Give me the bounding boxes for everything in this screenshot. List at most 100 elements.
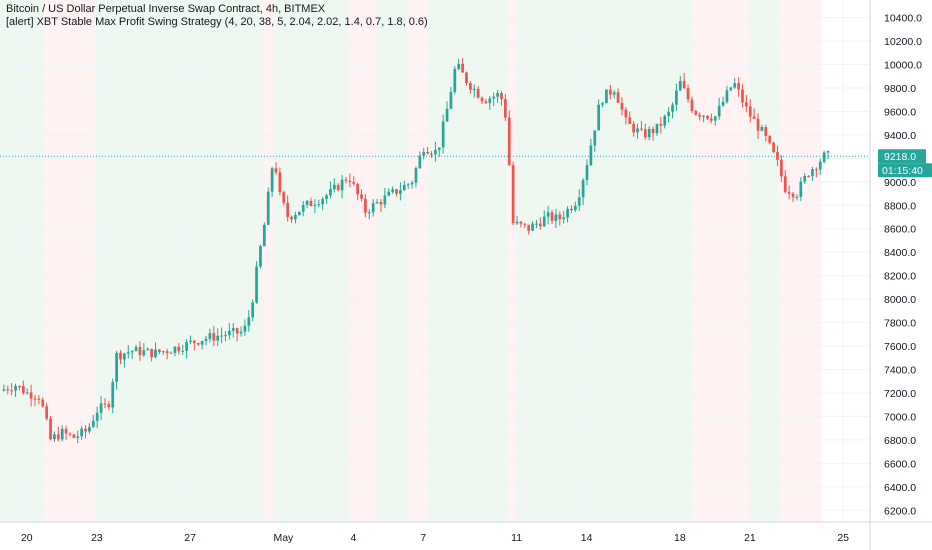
regime-band-short: [44, 0, 95, 522]
x-tick-label: 25: [837, 532, 849, 544]
x-tick-label: 18: [674, 532, 686, 544]
candle-up: [204, 338, 208, 341]
candle-up: [667, 111, 670, 117]
candle-down: [84, 428, 87, 432]
candle-down: [6, 389, 10, 391]
candle-down: [49, 418, 52, 440]
candle-up: [262, 224, 266, 247]
candle-up: [270, 168, 274, 192]
x-tick-label: 23: [91, 532, 103, 544]
candle-down: [624, 109, 628, 118]
candle-up: [321, 198, 325, 205]
candle-up: [266, 191, 270, 225]
candle-down: [56, 434, 60, 440]
strategy-label[interactable]: [alert] XBT Stable Max Profit Swing Stra…: [6, 16, 428, 28]
candle-down: [379, 202, 383, 205]
candle-down: [395, 189, 398, 194]
candle-down: [344, 179, 348, 181]
candle-down: [756, 118, 760, 131]
candle-down: [196, 343, 200, 345]
candle-up: [134, 346, 138, 352]
candle-down: [45, 406, 49, 419]
candle-down: [764, 126, 768, 136]
candle-up: [437, 147, 441, 150]
candle-down: [504, 99, 507, 118]
candle-up: [208, 333, 212, 339]
candle-up: [422, 152, 426, 156]
candle-down: [18, 385, 21, 387]
candle-up: [449, 91, 453, 109]
candle-down: [177, 346, 181, 352]
candle-down: [616, 92, 620, 103]
candle-down: [651, 128, 655, 134]
candle-up: [173, 346, 177, 353]
candle-up: [123, 353, 126, 360]
candle-up: [729, 87, 733, 91]
candle-up: [725, 90, 729, 102]
candle-up: [721, 101, 725, 106]
candle-up: [822, 152, 826, 162]
candle-up: [95, 412, 99, 421]
candle-up: [259, 246, 262, 267]
candle-up: [803, 175, 807, 182]
candle-down: [165, 351, 169, 353]
y-tick-label: 7200.0: [884, 388, 916, 400]
candle-down: [274, 168, 278, 173]
candle-up: [402, 185, 406, 191]
regime-band-short: [262, 0, 273, 522]
y-tick-label: 6200.0: [884, 505, 916, 517]
candle-up: [325, 195, 328, 199]
candle-up: [492, 96, 496, 99]
candle-up: [702, 115, 705, 117]
candle-up: [383, 195, 387, 205]
candle-down: [430, 153, 433, 155]
y-tick-label: 7000.0: [884, 411, 916, 423]
candle-down: [814, 169, 818, 171]
candle-down: [523, 223, 527, 225]
candle-up: [671, 104, 674, 112]
candle-down: [119, 352, 122, 360]
candle-up: [60, 428, 64, 440]
candle-up: [675, 90, 678, 105]
candle-up: [317, 204, 321, 206]
candle-up: [25, 392, 29, 394]
candle-down: [807, 175, 810, 177]
candle-down: [290, 216, 293, 220]
candle-down: [68, 433, 72, 435]
candle-up: [255, 266, 258, 303]
candle-down: [235, 328, 239, 334]
y-tick-label: 9400.0: [884, 130, 916, 142]
regime-band-long: [569, 0, 693, 522]
candle-down: [643, 129, 647, 138]
candle-down: [158, 349, 161, 353]
y-tick-label: 10400.0: [884, 13, 922, 25]
candle-up: [457, 63, 461, 70]
candle-down: [694, 111, 698, 115]
candle-down: [741, 89, 744, 103]
candle-down: [476, 88, 480, 98]
candle-up: [488, 98, 492, 104]
candle-up: [647, 128, 651, 138]
candle-down: [193, 340, 196, 344]
candle-up: [554, 214, 558, 221]
y-tick-label: 10200.0: [884, 36, 922, 48]
candle-up: [161, 351, 165, 353]
x-tick-label: 7: [420, 532, 426, 544]
candle-up: [181, 350, 185, 352]
y-tick-label: 9800.0: [884, 83, 916, 95]
candle-down: [465, 72, 468, 84]
candle-up: [531, 223, 534, 231]
candle-down: [745, 102, 748, 107]
candle-down: [21, 386, 25, 394]
y-tick-label: 9600.0: [884, 106, 916, 118]
candle-up: [414, 168, 418, 183]
candle-down: [682, 80, 686, 89]
y-tick-label: 6600.0: [884, 458, 916, 470]
bar-countdown: 01:15:40: [882, 165, 923, 177]
candle-down: [364, 198, 367, 213]
candle-down: [791, 193, 795, 198]
candle-up: [515, 221, 519, 224]
candle-up: [496, 93, 499, 97]
candle-up: [566, 208, 569, 218]
